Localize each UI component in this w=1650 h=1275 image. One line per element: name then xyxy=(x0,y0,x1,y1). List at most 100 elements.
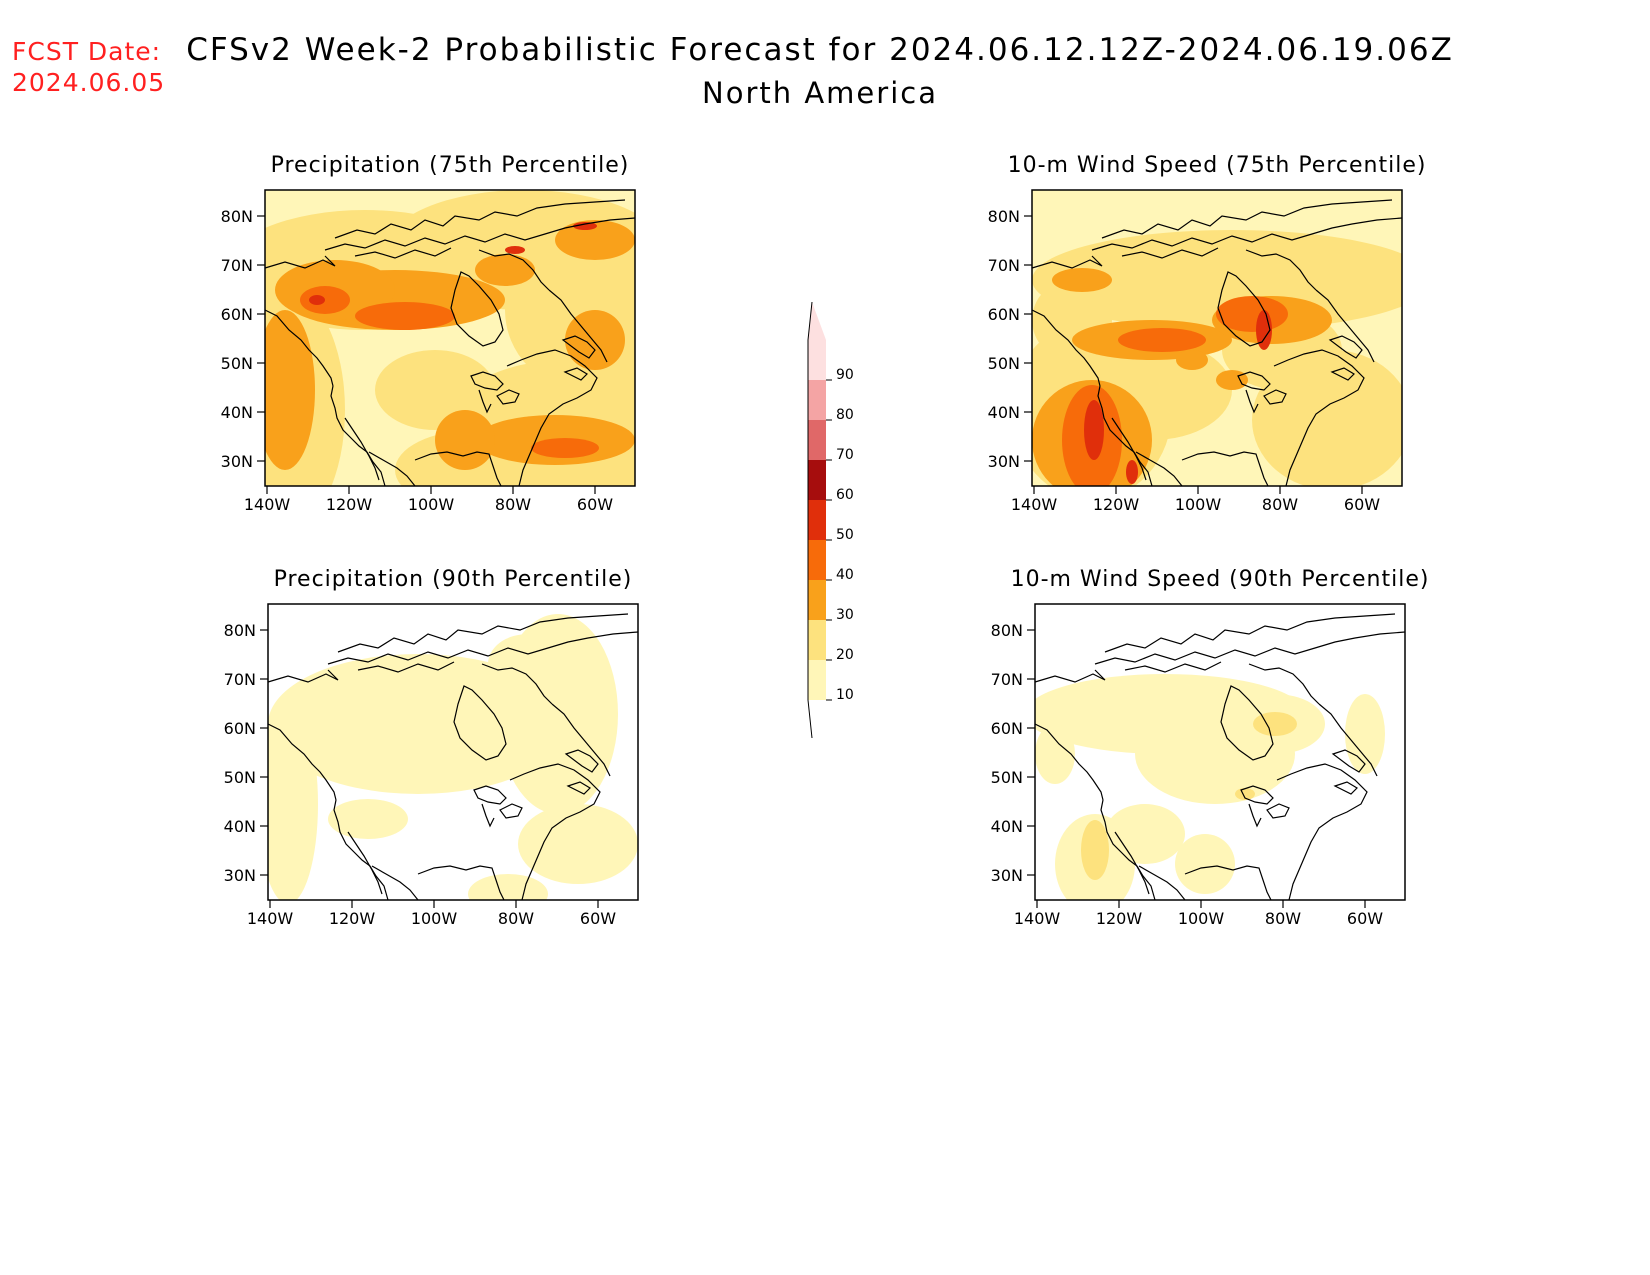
precip-75-panel: Precipitation (75th Percentile) 80N 70N 60… xyxy=(221,153,636,514)
lat-label: 30N xyxy=(224,866,256,885)
wind-75-frame xyxy=(1031,189,1403,487)
lat-label: 60N xyxy=(991,719,1023,738)
wind-75-shade-region xyxy=(1176,350,1208,370)
precip-75-shade-region xyxy=(265,310,315,470)
colorbar-swatch xyxy=(808,540,826,580)
lon-label: 80W xyxy=(1265,909,1301,928)
wind-75-map xyxy=(1031,189,1403,487)
lon-label: 100W xyxy=(1178,909,1225,928)
lat-label: 70N xyxy=(224,670,256,689)
lat-label: 40N xyxy=(991,817,1023,836)
page-title: CFSv2 Week-2 Probabilistic Forecast for … xyxy=(186,32,1454,68)
colorbar-swatch xyxy=(808,620,826,660)
precip-75-shading xyxy=(265,190,635,486)
precip-75-frame xyxy=(264,189,636,487)
lon-label: 100W xyxy=(411,909,458,928)
lat-label: 80N xyxy=(221,207,253,226)
wind-90-shade-region xyxy=(1175,834,1235,894)
colorbar-swatch xyxy=(808,580,826,620)
precip-90-shade-region xyxy=(468,874,548,900)
precip-75-shade-region xyxy=(309,295,325,305)
wind-90-shade-region xyxy=(1035,724,1075,784)
wind-90-shading xyxy=(1035,674,1385,900)
colorbar-label: 50 xyxy=(836,527,854,543)
precip-90-shading xyxy=(268,614,638,900)
colorbar-label: 60 xyxy=(836,487,854,503)
lat-label: 80N xyxy=(988,207,1020,226)
colorbar: 10 20 30 40 50 60 70 80 90 xyxy=(807,301,854,739)
precip-75-shade-region xyxy=(505,246,525,254)
colorbar-label: 70 xyxy=(836,447,854,463)
wind-90-title: 10-m Wind Speed (90th Percentile) xyxy=(1011,567,1430,592)
lon-label: 60W xyxy=(1347,909,1383,928)
lat-label: 50N xyxy=(224,768,256,787)
lat-label: 60N xyxy=(224,719,256,738)
precip-75-shade-region xyxy=(531,438,599,458)
fcst-date-value: 2024.06.05 xyxy=(12,68,166,97)
wind-90-shade-region xyxy=(1081,820,1109,880)
lat-label: 50N xyxy=(988,354,1020,373)
colorbar-swatch xyxy=(808,380,826,420)
lat-label: 50N xyxy=(991,768,1023,787)
lon-label: 140W xyxy=(244,495,291,514)
lon-label: 120W xyxy=(1096,909,1143,928)
wind-75-shade-region xyxy=(1216,370,1248,390)
fcst-date-label: FCST Date: 2024.06.05 xyxy=(12,36,165,98)
lat-label: 50N xyxy=(221,354,253,373)
precip-90-shade-region xyxy=(268,704,318,900)
colorbar-swatch xyxy=(808,660,826,700)
wind-90-panel: 10-m Wind Speed (90th Percentile) 80N 70N… xyxy=(991,567,1430,928)
precip-75-shade-region xyxy=(573,222,597,230)
colorbar-label: 80 xyxy=(836,407,854,423)
wind-75-shade-region xyxy=(1084,400,1104,460)
lon-label: 60W xyxy=(577,495,613,514)
wind-75-shade-region xyxy=(1118,328,1206,352)
lat-label: 80N xyxy=(224,621,256,640)
colorbar-swatch xyxy=(808,420,826,460)
lon-label: 140W xyxy=(247,909,294,928)
lon-label: 120W xyxy=(329,909,376,928)
lon-label: 80W xyxy=(1262,495,1298,514)
precip-75-shade-region xyxy=(475,254,535,286)
lon-label: 80W xyxy=(498,909,534,928)
wind-90-shade-region xyxy=(1253,712,1297,736)
precip-90-panel: Precipitation (90th Percentile) 80N 70N 60… xyxy=(224,567,639,928)
lat-label: 40N xyxy=(988,403,1020,422)
colorbar-swatch xyxy=(808,340,826,380)
colorbar-label: 40 xyxy=(836,567,854,583)
lat-label: 70N xyxy=(991,670,1023,689)
lat-label: 40N xyxy=(224,817,256,836)
wind-90-map xyxy=(1034,603,1406,901)
colorbar-outline xyxy=(807,301,813,739)
lon-label: 140W xyxy=(1011,495,1058,514)
precip-75-map xyxy=(264,189,636,487)
precip-75-coastlines xyxy=(264,199,636,487)
lon-label: 100W xyxy=(408,495,455,514)
lon-label: 100W xyxy=(1175,495,1222,514)
lat-label: 30N xyxy=(991,866,1023,885)
wind-75-shade-region xyxy=(1052,268,1112,292)
lat-label: 80N xyxy=(991,621,1023,640)
wind-75-coastlines xyxy=(1031,199,1403,487)
precip-75-shade-region xyxy=(435,410,495,470)
precip-90-shade-region xyxy=(488,634,568,694)
wind-75-panel: 10-m Wind Speed (75th Percentile) 80N 70N… xyxy=(988,153,1426,514)
colorbar-swatch xyxy=(808,460,826,500)
precip-90-map xyxy=(267,603,639,901)
precip-75-shade-region xyxy=(555,220,635,260)
wind-90-shade-region xyxy=(1105,804,1185,864)
colorbar-label: 20 xyxy=(836,647,854,663)
wind-75-shading xyxy=(1032,190,1402,486)
wind-90-shade-region xyxy=(1235,788,1255,800)
lat-label: 40N xyxy=(221,403,253,422)
lon-label: 140W xyxy=(1014,909,1061,928)
lon-label: 80W xyxy=(495,495,531,514)
wind-90-shade-region xyxy=(1345,694,1385,774)
fcst-date-label-line1: FCST Date: xyxy=(12,37,162,66)
lon-label: 120W xyxy=(326,495,373,514)
precip-75-shade-region xyxy=(565,310,625,370)
lat-label: 30N xyxy=(988,452,1020,471)
colorbar-top-arrow xyxy=(808,302,826,340)
precip-90-frame xyxy=(267,603,639,901)
